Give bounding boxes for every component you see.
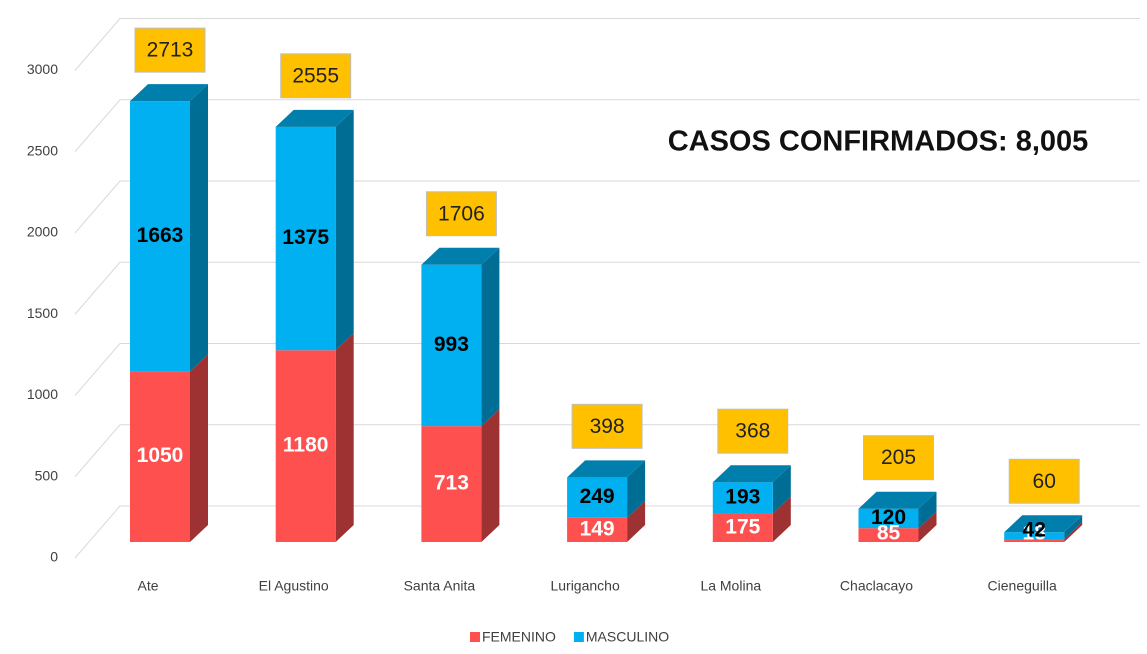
y-tick-label: 0 <box>50 549 58 565</box>
grid-line <box>74 261 1140 315</box>
grid-line <box>74 180 1140 234</box>
grid-line <box>74 343 1140 396</box>
bar-top <box>275 109 354 127</box>
bar <box>1004 539 1065 542</box>
y-tick-label: 2000 <box>27 224 58 240</box>
bar-side <box>627 500 646 542</box>
segment-label: 249 <box>580 485 615 508</box>
segment-label: 149 <box>580 517 615 540</box>
segment-label: 993 <box>434 333 469 356</box>
segment-label: 85 <box>877 522 901 545</box>
bar-top <box>1004 515 1083 533</box>
total-label: 2555 <box>292 64 339 87</box>
bar-side <box>190 354 208 542</box>
total-label: 368 <box>735 420 770 443</box>
total-label: 2713 <box>147 39 194 62</box>
bar <box>130 101 190 372</box>
segment-label: 1375 <box>282 226 329 249</box>
segment-label: 1180 <box>283 434 329 457</box>
bar-side <box>481 409 500 542</box>
bar-top <box>421 247 500 265</box>
y-tick-label: 1500 <box>27 305 58 321</box>
segment-label: 713 <box>434 472 469 495</box>
y-tick-label: 1000 <box>27 386 58 402</box>
bar <box>130 371 190 542</box>
total-box <box>717 408 789 454</box>
bar <box>858 528 919 542</box>
segment-label: 1663 <box>137 224 184 247</box>
bar-side <box>335 333 354 542</box>
total-box <box>1008 458 1080 504</box>
bar <box>275 350 336 542</box>
segment-label: 1050 <box>137 444 184 467</box>
bar <box>567 477 628 518</box>
total-label: 60 <box>1033 470 1056 493</box>
bar-side <box>772 465 791 514</box>
segment-label: 18 <box>1023 522 1047 545</box>
x-tick-label: La Molina <box>700 578 761 594</box>
segment-label: 42 <box>1023 519 1046 542</box>
total-box <box>280 53 352 99</box>
bar-side <box>918 491 937 529</box>
y-tick-label: 3000 <box>27 61 58 77</box>
total-box <box>571 403 643 449</box>
grid-line <box>74 505 1140 559</box>
grid-line <box>74 99 1140 153</box>
legend-swatch <box>470 632 480 642</box>
total-box <box>134 27 206 73</box>
x-tick-label: Cieneguilla <box>988 578 1057 594</box>
legend-swatch <box>573 632 584 642</box>
bar-side <box>481 247 500 427</box>
bar-side <box>627 460 646 518</box>
bar <box>1004 532 1065 540</box>
bar-side <box>335 109 354 351</box>
total-label: 1706 <box>438 202 485 225</box>
total-box <box>863 435 934 481</box>
x-tick-label: Ate <box>137 578 158 594</box>
bar-top <box>130 84 208 102</box>
bar <box>858 508 919 529</box>
bar-side <box>772 496 791 542</box>
bar <box>421 264 482 427</box>
chart-title: CASOS CONFIRMADOS: 8,005 <box>668 126 1089 158</box>
legend-label: MASCULINO <box>586 629 669 645</box>
bar-side <box>1064 515 1083 540</box>
bar-side <box>190 84 208 372</box>
segment-label: 175 <box>725 515 760 538</box>
grid-line <box>74 424 1140 478</box>
x-tick-label: Santa Anita <box>404 578 476 594</box>
bar-top <box>712 465 791 483</box>
grid-line <box>74 18 1140 71</box>
total-label: 205 <box>881 446 916 469</box>
segment-label: 120 <box>871 506 906 529</box>
bar <box>421 426 482 542</box>
total-box <box>425 191 497 237</box>
bar-top <box>567 460 646 478</box>
bar <box>275 126 336 351</box>
bar-side <box>918 511 937 542</box>
legend-label: FEMENINO <box>482 629 556 645</box>
bar-top <box>858 491 937 509</box>
bar <box>712 482 773 514</box>
bar <box>567 517 628 542</box>
x-tick-label: Chaclacayo <box>840 578 913 594</box>
y-tick-label: 2500 <box>27 142 58 158</box>
bar-side <box>1064 522 1083 542</box>
x-tick-label: El Agustino <box>259 578 329 594</box>
x-tick-label: Lurigancho <box>550 578 619 594</box>
y-tick-label: 500 <box>35 467 59 483</box>
segment-label: 193 <box>725 485 760 508</box>
bar <box>712 513 773 542</box>
total-label: 398 <box>590 415 625 438</box>
